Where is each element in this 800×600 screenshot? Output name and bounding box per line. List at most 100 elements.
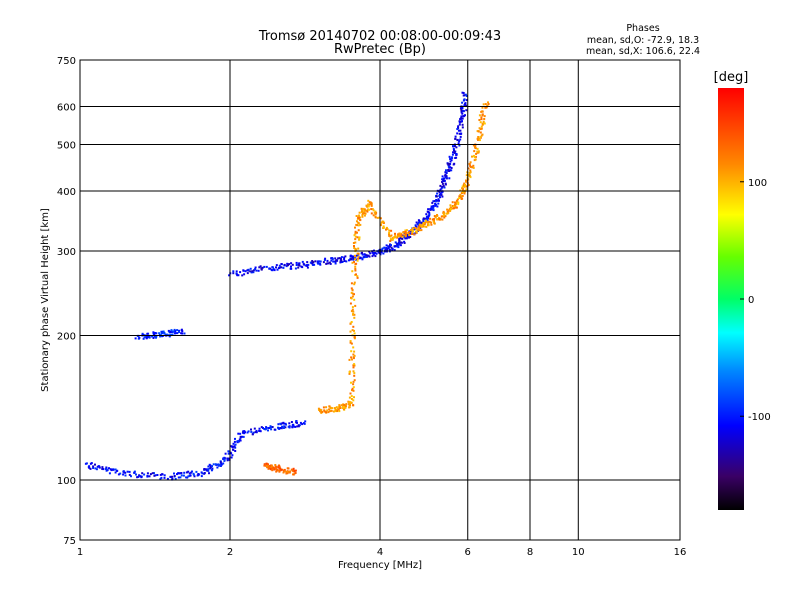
data-point [417, 229, 420, 232]
data-point [268, 467, 271, 470]
data-point [351, 389, 353, 392]
data-point [329, 262, 332, 265]
data-point [443, 177, 446, 180]
data-point [482, 120, 485, 123]
data-point [463, 190, 466, 193]
data-point [330, 259, 333, 262]
data-point [337, 257, 340, 260]
data-point [318, 408, 320, 411]
data-point [437, 218, 440, 221]
data-point [379, 217, 382, 220]
data-point [185, 476, 188, 479]
data-point [385, 228, 387, 231]
data-point [427, 224, 430, 227]
data-point [280, 263, 283, 265]
data-point [464, 183, 466, 186]
data-point [448, 177, 451, 180]
scatter-points [84, 91, 490, 481]
data-point [295, 261, 298, 264]
data-point [386, 249, 389, 251]
data-point [465, 188, 468, 191]
data-point [388, 231, 391, 234]
data-point [195, 470, 198, 473]
data-point [399, 237, 402, 240]
data-point [455, 153, 458, 155]
data-point [465, 174, 468, 177]
data-point [363, 212, 366, 215]
data-point [454, 135, 457, 138]
data-point [450, 208, 453, 211]
data-point [187, 470, 190, 473]
data-point [277, 423, 280, 426]
data-point [343, 258, 346, 261]
data-point [405, 237, 408, 240]
data-point [423, 225, 426, 228]
data-point [242, 269, 245, 272]
data-point [282, 266, 285, 269]
data-point [442, 184, 445, 187]
data-point [305, 264, 308, 267]
data-point [350, 258, 353, 261]
data-point [139, 475, 142, 478]
data-point [237, 440, 240, 442]
data-point [350, 342, 353, 345]
data-point [160, 476, 163, 479]
data-point [231, 454, 234, 457]
data-point [385, 244, 388, 247]
data-point [436, 199, 439, 202]
data-point [353, 247, 356, 249]
data-point [427, 208, 430, 211]
data-point [317, 261, 320, 263]
data-point [200, 471, 203, 474]
data-point [340, 404, 343, 407]
data-point [425, 225, 428, 228]
y-tick-label: 100 [57, 476, 76, 487]
data-point [453, 149, 455, 152]
data-point [390, 229, 393, 232]
data-point [280, 468, 283, 471]
data-point [186, 476, 189, 479]
data-point [274, 467, 277, 470]
data-point [410, 229, 412, 231]
data-point [295, 420, 298, 423]
data-point [445, 172, 448, 174]
data-point [442, 214, 445, 217]
data-point [403, 240, 406, 243]
data-point [350, 401, 353, 404]
data-point [265, 426, 268, 429]
data-point [354, 226, 356, 229]
data-point [270, 428, 273, 431]
data-point [122, 470, 125, 473]
data-point [279, 467, 282, 470]
data-point [151, 335, 153, 338]
data-point [365, 254, 368, 257]
data-point [464, 185, 467, 188]
data-point [472, 164, 475, 167]
data-point [146, 335, 149, 338]
data-point [431, 201, 434, 204]
data-point [486, 104, 489, 107]
data-point [454, 137, 457, 140]
data-point [143, 473, 146, 476]
data-point [409, 232, 412, 235]
data-point [161, 332, 164, 334]
data-point [334, 407, 336, 410]
data-point [241, 435, 244, 438]
data-point [462, 99, 465, 102]
data-point [257, 269, 260, 272]
data-point [343, 404, 346, 406]
data-point [445, 212, 448, 215]
data-point [114, 471, 117, 474]
data-point [420, 221, 423, 224]
data-point [237, 432, 240, 435]
data-point [254, 268, 256, 271]
data-point [239, 435, 242, 438]
data-point [321, 411, 324, 413]
data-point [454, 203, 457, 206]
data-point [427, 222, 430, 224]
data-point [265, 265, 268, 268]
data-point [388, 235, 391, 237]
data-point [421, 223, 424, 226]
data-point [478, 114, 481, 117]
data-point [459, 189, 462, 192]
